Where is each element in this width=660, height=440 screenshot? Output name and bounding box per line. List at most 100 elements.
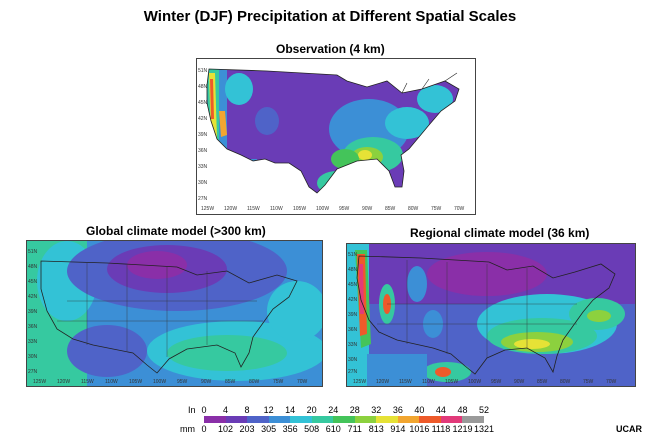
legend-mm-value: 813 (368, 424, 384, 434)
legend-color-swatch (354, 416, 377, 423)
lon-label: 70W (454, 206, 465, 212)
regional-model-map-graphic (347, 244, 635, 386)
legend-in-value: 8 (244, 405, 250, 415)
lat-label: 42N (28, 294, 38, 300)
lon-label: 90W (514, 379, 525, 385)
lat-label: 42N (348, 297, 358, 303)
lon-label: 100W (468, 379, 482, 385)
global-model-map: 51N 48N 45N 42N 39N 36N 33N 30N 27N 125W… (26, 240, 323, 387)
lat-label: 33N (198, 164, 208, 170)
legend-in-value: 44 (435, 405, 446, 415)
lat-label: 48N (198, 84, 208, 90)
legend-mm-value: 356 (282, 424, 298, 434)
legend-color-swatch (225, 416, 248, 423)
legend-in-value: 24 (328, 405, 339, 415)
lon-label: 105W (293, 206, 307, 212)
lon-label: 80W (560, 379, 571, 385)
legend-in-value: 48 (457, 405, 468, 415)
figure-title: Winter (DJF) Precipitation at Different … (143, 8, 517, 25)
lon-label: 90W (201, 379, 212, 385)
lat-label: 30N (28, 354, 38, 360)
lat-label: 45N (348, 282, 358, 288)
lon-label: 100W (316, 206, 330, 212)
legend-color-swatch (462, 416, 485, 423)
lat-label: 33N (348, 342, 358, 348)
legend-mm-value: 914 (390, 424, 406, 434)
legend-color-swatch (376, 416, 399, 423)
lat-label: 45N (198, 100, 208, 106)
legend-color-swatch (204, 416, 227, 423)
lon-label: 85W (537, 379, 548, 385)
lon-label: 105W (445, 379, 459, 385)
legend-mm-value: 711 (347, 424, 362, 434)
lon-label: 110W (422, 379, 435, 385)
lat-label: 30N (348, 357, 358, 363)
legend-color-swatch (311, 416, 334, 423)
lon-label: 80W (249, 379, 260, 385)
legend-mm-label: mm (180, 424, 195, 434)
lon-label: 115W (247, 206, 260, 212)
lon-label: 85W (225, 379, 236, 385)
lon-label: 95W (491, 379, 502, 385)
legend-mm-value: 102 (218, 424, 234, 434)
lat-label: 39N (198, 132, 208, 138)
legend-mm-value: 0 (201, 424, 207, 434)
lon-label: 75W (583, 379, 594, 385)
legend-in-value: 20 (306, 405, 317, 415)
legend-mm-value: 1016 (409, 424, 430, 434)
legend-color-swatch (397, 416, 420, 423)
regional-model-map: 51N 48N 45N 42N 39N 36N 33N 30N 27N 125W… (346, 243, 636, 387)
legend-in-label: In (188, 405, 196, 415)
legend-in-value: 28 (349, 405, 360, 415)
lon-label: 115W (81, 379, 94, 385)
lon-label: 95W (177, 379, 188, 385)
lon-label: 70W (606, 379, 617, 385)
legend-in-value: 36 (392, 405, 403, 415)
legend-color-swatch (419, 416, 442, 423)
lon-label: 120W (224, 206, 238, 212)
lat-label: 27N (348, 369, 358, 375)
lat-label: 36N (348, 327, 358, 333)
legend-color-bar (204, 416, 485, 423)
legend-mm-value: 508 (304, 424, 320, 434)
lat-label: 33N (28, 339, 38, 345)
lon-label: 75W (431, 206, 442, 212)
legend-in-value: 4 (223, 405, 229, 415)
observation-map: 51N 48N 45N 42N 39N 36N 33N 30N 27N 125W… (196, 58, 476, 215)
lat-label: 51N (198, 68, 208, 74)
legend-color-swatch (333, 416, 356, 423)
legend-in-value: 0 (201, 405, 207, 415)
legend-mm-value: 1321 (473, 424, 495, 434)
observation-map-graphic (197, 59, 475, 214)
lat-label: 39N (348, 312, 358, 318)
lat-label: 39N (28, 309, 38, 315)
legend-mm-value: 203 (239, 424, 255, 434)
lat-label: 48N (348, 267, 358, 273)
lon-label: 110W (105, 379, 118, 385)
lat-label: 36N (198, 148, 208, 154)
legend-in-value: 52 (478, 405, 489, 415)
regional-model-map-title: Regional climate model (36 km) (410, 226, 590, 240)
lon-label: 100W (153, 379, 167, 385)
lon-label: 110W (270, 206, 283, 212)
lon-label: 120W (57, 379, 71, 385)
lat-label: 30N (198, 180, 208, 186)
lat-label: 36N (28, 324, 38, 330)
lon-label: 120W (376, 379, 390, 385)
lon-label: 95W (339, 206, 350, 212)
legend-color-swatch (290, 416, 313, 423)
lat-label: 42N (198, 116, 208, 122)
lon-label: 125W (33, 379, 47, 385)
credit-label: UCAR (616, 424, 642, 434)
lon-label: 85W (385, 206, 396, 212)
lon-label: 125W (201, 206, 215, 212)
global-model-map-graphic (27, 241, 322, 386)
lon-label: 125W (353, 379, 367, 385)
legend-color-swatch (247, 416, 270, 423)
lat-label: 48N (28, 264, 38, 270)
global-model-map-title: Global climate model (>300 km) (86, 224, 266, 238)
lon-label: 115W (399, 379, 412, 385)
legend-mm-value: 610 (325, 424, 341, 434)
lat-label: 27N (198, 196, 208, 202)
lon-label: 75W (273, 379, 284, 385)
